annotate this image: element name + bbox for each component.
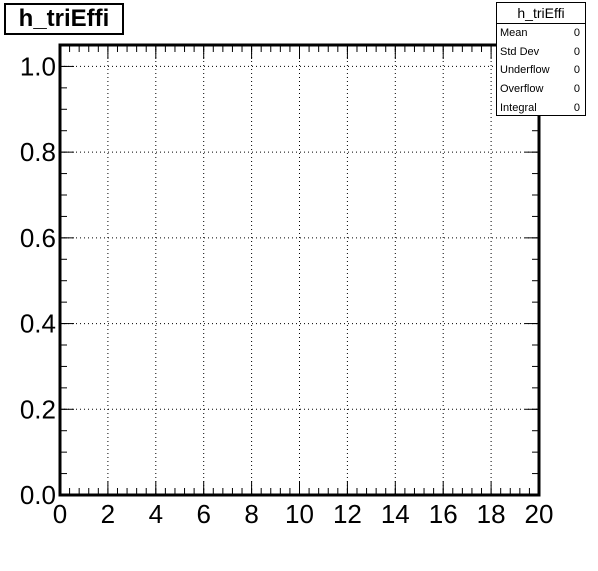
histogram-title-text: h_triEffi bbox=[18, 5, 110, 32]
stats-label: Overflow bbox=[500, 83, 544, 96]
x-tick-label: 20 bbox=[525, 499, 554, 529]
y-tick-label: 0.2 bbox=[20, 394, 56, 424]
histogram-title: h_triEffi bbox=[4, 3, 124, 35]
x-tick-label: 10 bbox=[285, 499, 314, 529]
y-tick-label: 0.0 bbox=[20, 480, 56, 510]
y-tick-label: 0.8 bbox=[20, 137, 56, 167]
stats-label: Mean bbox=[500, 27, 528, 40]
x-tick-label: 8 bbox=[244, 499, 258, 529]
stats-value: 0 bbox=[573, 45, 580, 58]
stats-value: 0 bbox=[573, 101, 580, 114]
x-tick-label: 18 bbox=[477, 499, 506, 529]
stats-value: 0 bbox=[573, 83, 580, 96]
stats-row-underflow: Underflow 0 bbox=[497, 61, 585, 80]
x-tick-label: 6 bbox=[196, 499, 210, 529]
y-tick-label: 1.0 bbox=[20, 51, 56, 81]
x-tick-label: 0 bbox=[53, 499, 67, 529]
stats-label: Integral bbox=[500, 101, 537, 114]
x-tick-label: 16 bbox=[429, 499, 458, 529]
x-tick-label: 2 bbox=[101, 499, 115, 529]
stats-row-mean: Mean 0 bbox=[497, 24, 585, 43]
stats-row-overflow: Overflow 0 bbox=[497, 80, 585, 99]
x-tick-label: 12 bbox=[333, 499, 362, 529]
stats-row-integral: Integral 0 bbox=[497, 98, 585, 117]
stats-value: 0 bbox=[573, 64, 580, 77]
y-tick-label: 0.6 bbox=[20, 223, 56, 253]
stats-label: Underflow bbox=[500, 64, 550, 77]
y-tick-label: 0.4 bbox=[20, 309, 56, 339]
x-tick-label: 4 bbox=[149, 499, 163, 529]
y-tick-labels: 0.0 0.2 0.4 0.6 0.8 1.0 bbox=[20, 51, 56, 510]
stats-label: Std Dev bbox=[500, 45, 540, 58]
stats-value: 0 bbox=[573, 27, 580, 40]
x-tick-labels: 0 2 4 6 8 10 12 14 16 18 20 bbox=[53, 499, 554, 529]
stats-header: h_triEffi bbox=[497, 3, 585, 24]
stats-row-stddev: Std Dev 0 bbox=[497, 43, 585, 62]
grid-lines bbox=[60, 45, 539, 495]
x-tick-label: 14 bbox=[381, 499, 410, 529]
stats-box: h_triEffi Mean 0 Std Dev 0 Underflow 0 O… bbox=[496, 2, 586, 116]
plot-frame bbox=[58, 43, 541, 497]
